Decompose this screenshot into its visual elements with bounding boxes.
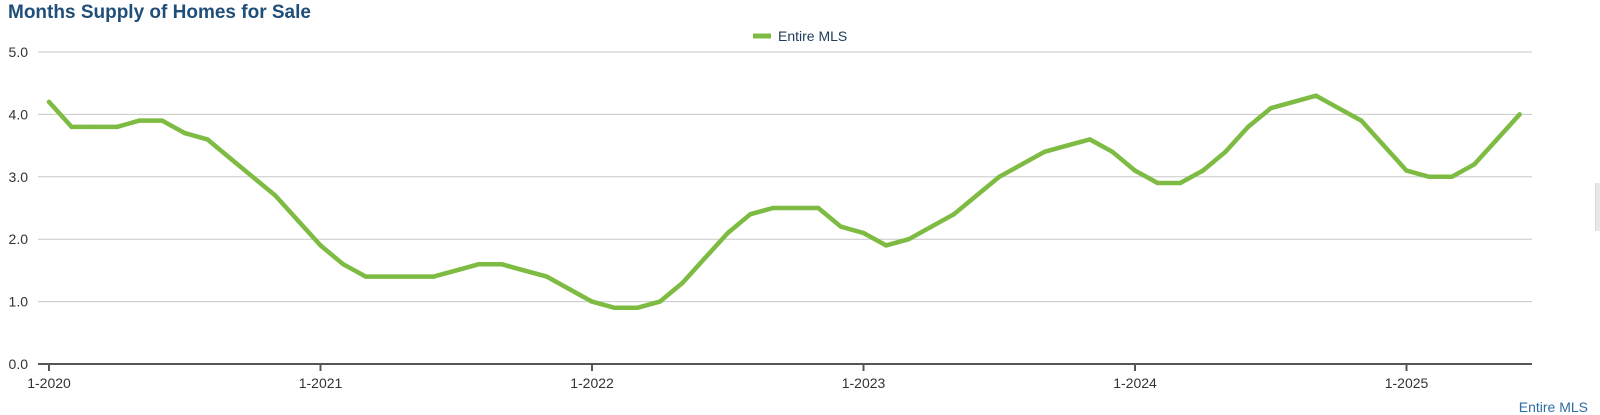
data-point[interactable] <box>816 205 821 211</box>
data-point[interactable] <box>1404 168 1409 173</box>
data-point[interactable] <box>612 305 617 310</box>
y-tick-label: 2.0 <box>9 231 29 247</box>
data-point[interactable] <box>906 237 911 242</box>
data-point[interactable] <box>408 274 414 279</box>
y-tick-label: 1.0 <box>9 294 29 310</box>
x-axis: 1-2020 1-2021 1-2022 1-2023 1-2024 1-2025 <box>27 363 1532 391</box>
data-point[interactable] <box>476 262 482 267</box>
footer-series-link[interactable]: Entire MLS <box>1518 399 1588 415</box>
data-point[interactable] <box>544 274 549 279</box>
series-layer <box>46 93 1522 311</box>
data-point[interactable] <box>1291 99 1296 105</box>
data-point[interactable] <box>1336 106 1341 111</box>
data-point[interactable] <box>793 205 798 211</box>
data-point[interactable] <box>1381 143 1387 148</box>
data-point[interactable] <box>951 212 957 217</box>
gridlines <box>38 51 1532 303</box>
data-point[interactable] <box>1313 93 1319 98</box>
data-point[interactable] <box>295 218 301 223</box>
data-point[interactable] <box>69 124 74 130</box>
data-point[interactable] <box>1042 149 1047 154</box>
data-point[interactable] <box>929 224 934 229</box>
data-point[interactable] <box>499 262 504 267</box>
data-point[interactable] <box>1517 112 1522 117</box>
chart-title: Months Supply of Homes for Sale <box>8 2 311 23</box>
data-point[interactable] <box>1449 174 1455 179</box>
data-point[interactable] <box>1472 162 1477 167</box>
data-point[interactable] <box>1426 174 1432 179</box>
data-point[interactable] <box>1110 149 1115 154</box>
data-point[interactable] <box>1223 149 1228 154</box>
data-point[interactable] <box>680 280 685 286</box>
data-point[interactable] <box>838 224 844 229</box>
data-point[interactable] <box>340 262 346 267</box>
y-tick-label: 3.0 <box>9 169 29 185</box>
y-axis-tick-labels: 0.0 1.0 2.0 3.0 4.0 5.0 <box>9 44 29 372</box>
data-point[interactable] <box>521 268 527 273</box>
data-point[interactable] <box>363 274 368 279</box>
data-point[interactable] <box>1019 162 1025 167</box>
data-point[interactable] <box>1155 180 1160 186</box>
data-point[interactable] <box>227 155 233 161</box>
data-point[interactable] <box>883 243 889 248</box>
data-point[interactable] <box>770 205 776 211</box>
data-point[interactable] <box>974 193 979 198</box>
data-point[interactable] <box>589 299 595 304</box>
legend[interactable]: Entire MLS <box>753 28 847 44</box>
data-point[interactable] <box>318 243 323 248</box>
data-point[interactable] <box>997 174 1002 179</box>
x-tick-label: 1-2024 <box>1113 375 1157 391</box>
data-point[interactable] <box>725 230 730 236</box>
y-tick-label: 5.0 <box>9 44 29 60</box>
data-point[interactable] <box>702 255 708 261</box>
data-point[interactable] <box>861 230 866 236</box>
data-point[interactable] <box>454 268 459 273</box>
x-tick-label: 1-2021 <box>299 375 343 391</box>
y-tick-label: 0.0 <box>9 356 29 372</box>
data-point[interactable] <box>386 274 391 279</box>
x-tick-label: 1-2023 <box>842 375 886 391</box>
data-point[interactable] <box>159 118 165 123</box>
data-point[interactable] <box>114 124 120 130</box>
data-point[interactable] <box>1132 168 1138 173</box>
data-point[interactable] <box>205 137 210 142</box>
data-point[interactable] <box>1245 124 1251 130</box>
legend-label[interactable]: Entire MLS <box>778 28 847 44</box>
x-tick-label: 1-2022 <box>570 375 614 391</box>
data-point[interactable] <box>273 193 278 198</box>
data-point[interactable] <box>1200 168 1206 173</box>
data-point[interactable] <box>92 124 97 130</box>
series-line-entire-mls[interactable] <box>46 93 1522 311</box>
data-point[interactable] <box>1268 106 1274 111</box>
side-scroll-handle[interactable] <box>1595 183 1600 231</box>
x-tick-label: 1-2025 <box>1385 375 1429 391</box>
x-tick-label: 1-2020 <box>27 375 71 391</box>
data-point[interactable] <box>182 130 187 136</box>
data-point[interactable] <box>1064 143 1070 148</box>
data-point[interactable] <box>1494 137 1500 142</box>
data-point[interactable] <box>635 305 640 310</box>
data-point[interactable] <box>657 299 663 304</box>
data-point[interactable] <box>46 99 52 105</box>
y-tick-label: 4.0 <box>9 106 29 122</box>
data-point[interactable] <box>1087 137 1093 142</box>
data-point[interactable] <box>250 174 255 179</box>
data-point[interactable] <box>431 274 436 279</box>
data-point[interactable] <box>748 212 753 217</box>
data-point[interactable] <box>1359 118 1364 123</box>
data-point[interactable] <box>137 118 142 123</box>
data-point[interactable] <box>1178 180 1183 186</box>
data-point[interactable] <box>567 286 572 292</box>
